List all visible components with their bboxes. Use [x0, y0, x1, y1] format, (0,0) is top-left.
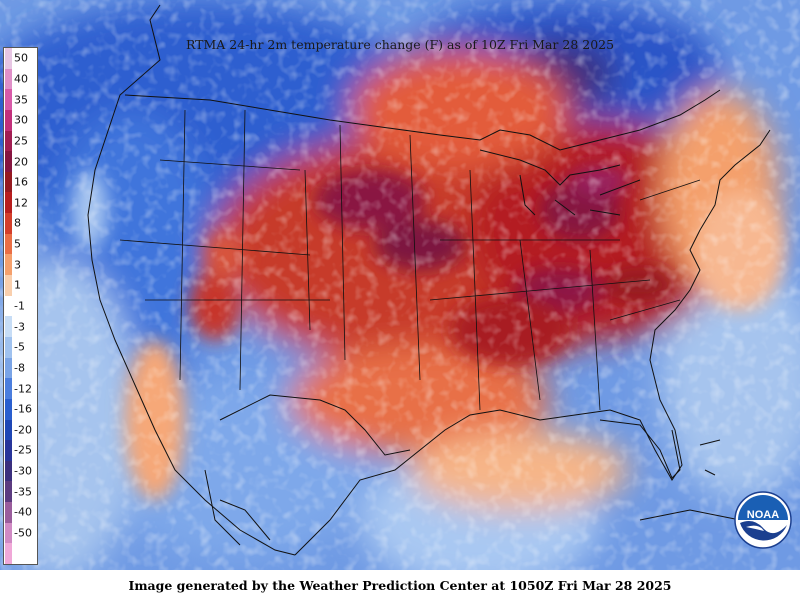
legend-swatch — [5, 254, 12, 276]
legend-item: 12 — [4, 192, 37, 214]
legend-swatch — [5, 481, 12, 503]
legend-label: 1 — [14, 278, 21, 292]
legend-item: 5 — [4, 233, 37, 255]
legend-swatch — [5, 171, 12, 193]
credit-text: Image generated by the Weather Predictio… — [128, 578, 672, 593]
mexico-border — [219, 394, 411, 456]
legend-swatch — [5, 48, 12, 69]
legend-label: -8 — [14, 361, 25, 375]
legend-item: -16 — [4, 398, 37, 420]
legend-swatch — [5, 275, 12, 296]
conus-outline — [87, 4, 771, 556]
legend-item: 25 — [4, 130, 37, 152]
legend-swatch — [5, 522, 12, 544]
legend-swatch — [5, 419, 12, 441]
legend-item: -50 — [4, 522, 37, 544]
legend-item: 1 — [4, 275, 37, 296]
legend-label: -50 — [14, 526, 32, 540]
color-legend: 50 40 35 30 25 20 16 12 8 5 3 1 -1 -3 -5 -8 -12 -16 -20 -25… — [3, 47, 38, 565]
state-lines — [119, 109, 701, 411]
logo-text: NOAA — [747, 509, 779, 521]
coastline-borders — [87, 4, 781, 556]
temperature-change-map — [0, 0, 800, 570]
legend-item: 50 — [4, 48, 37, 69]
legend-swatch — [5, 440, 12, 461]
legend-swatch — [5, 502, 12, 523]
legend-item: -3 — [4, 316, 37, 337]
legend-label: 25 — [14, 134, 28, 148]
legend-swatch — [5, 89, 12, 110]
legend-item: -20 — [4, 419, 37, 441]
legend-swatch — [5, 460, 12, 482]
legend-label: -1 — [14, 299, 25, 313]
map-canvas — [0, 0, 800, 570]
legend-label: -12 — [14, 382, 32, 396]
legend-item: -8 — [4, 357, 37, 379]
legend-label: 5 — [14, 237, 21, 251]
legend-label: -35 — [14, 485, 32, 499]
legend-item: 40 — [4, 68, 37, 90]
legend-label: -3 — [14, 320, 25, 334]
noise-texture — [0, 0, 800, 570]
bahamas — [699, 439, 721, 476]
legend-item: -25 — [4, 440, 37, 461]
legend-item: -35 — [4, 481, 37, 503]
legend-item: -30 — [4, 460, 37, 482]
legend-label: 35 — [14, 93, 28, 107]
legend-label: -20 — [14, 423, 32, 437]
legend-item: -1 — [4, 295, 37, 317]
legend-label: -16 — [14, 402, 32, 416]
legend-swatch — [5, 68, 12, 90]
legend-swatch — [5, 398, 12, 420]
great-lakes — [479, 149, 641, 216]
logo-gull — [746, 525, 764, 531]
legend-swatch — [5, 233, 12, 255]
legend-label: -40 — [14, 505, 32, 519]
legend-item: -40 — [4, 502, 37, 523]
legend-swatch — [5, 213, 12, 234]
legend-label: -5 — [14, 340, 25, 354]
legend-item: 16 — [4, 171, 37, 193]
legend-swatch — [5, 543, 12, 564]
legend-label: 8 — [14, 216, 21, 230]
legend-item: 8 — [4, 213, 37, 234]
legend-item: 3 — [4, 254, 37, 276]
logo-sky — [738, 495, 788, 520]
legend-label: 20 — [14, 155, 28, 168]
legend-label: 16 — [14, 175, 28, 189]
legend-item — [4, 543, 37, 564]
legend-label: -30 — [14, 464, 32, 478]
legend-label: 3 — [14, 258, 21, 272]
legend-swatch — [5, 151, 12, 172]
legend-label: 50 — [14, 51, 28, 65]
legend-swatch — [5, 192, 12, 214]
map-title: RTMA 24-hr 2m temperature change (F) as … — [185, 37, 615, 52]
noaa-logo: NOAA — [734, 491, 792, 549]
legend-item: -5 — [4, 336, 37, 358]
legend-swatch — [5, 316, 12, 337]
legend-label: -25 — [14, 443, 32, 457]
legend-swatch — [5, 130, 12, 152]
legend-item: -12 — [4, 378, 37, 399]
legend-label: 40 — [14, 72, 28, 86]
legend-swatch — [5, 378, 12, 399]
legend-swatch — [5, 336, 12, 358]
florida — [599, 419, 681, 479]
legend-label: 30 — [14, 113, 28, 127]
legend-item: 35 — [4, 89, 37, 110]
canada-border — [124, 89, 721, 151]
legend-swatch — [5, 357, 12, 379]
legend-item: 30 — [4, 109, 37, 131]
legend-label: 12 — [14, 196, 28, 210]
baja — [204, 469, 271, 546]
legend-item: 20 — [4, 151, 37, 172]
legend-swatch — [5, 109, 12, 131]
legend-swatch — [5, 295, 12, 317]
